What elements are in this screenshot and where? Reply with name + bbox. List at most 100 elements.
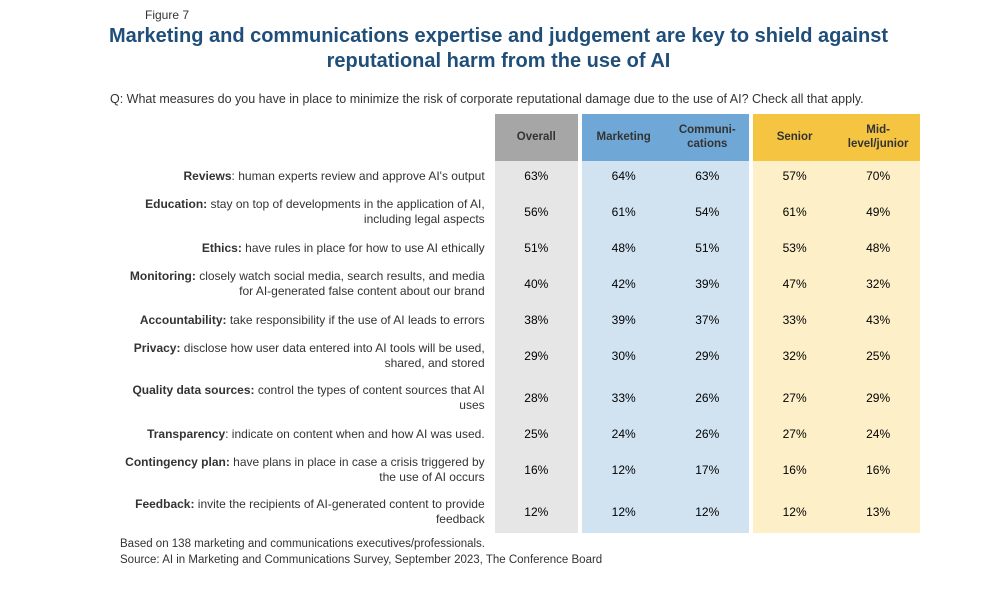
row-label-bold: Transparency [147,427,225,441]
row-label-rest: disclose how user data entered into AI t… [180,341,484,370]
cell-dept: 54% [665,191,749,233]
cell-dept: 42% [582,263,666,305]
cell-dept: 51% [665,233,749,263]
row-label-rest: closely watch social media, search resul… [196,269,485,298]
cell-seniority: 48% [836,233,920,263]
row-label-bold: Education: [145,197,207,211]
cell-dept: 39% [582,305,666,335]
cell-seniority: 27% [753,419,836,449]
cell-dept: 12% [582,449,666,491]
row-label: Accountability: take responsibility if t… [120,305,495,335]
row-label-rest: have plans in place in case a crisis tri… [230,455,485,484]
cell-dept: 48% [582,233,666,263]
row-label-rest: control the types of content sources tha… [255,383,485,412]
cell-seniority: 61% [753,191,836,233]
cell-overall: 29% [495,335,578,377]
table-row: Feedback: invite the recipients of AI-ge… [120,491,920,533]
row-label-bold: Privacy: [134,341,181,355]
cell-seniority: 29% [836,377,920,419]
table-row: Accountability: take responsibility if t… [120,305,920,335]
cell-seniority: 16% [836,449,920,491]
col-header-overall: Overall [495,114,578,161]
cell-seniority: 49% [836,191,920,233]
cell-dept: 61% [582,191,666,233]
chart-title: Marketing and communications expertise a… [89,24,909,74]
cell-overall: 63% [495,161,578,191]
cell-dept: 63% [665,161,749,191]
cell-dept: 24% [582,419,666,449]
cell-dept: 12% [665,491,749,533]
row-label: Quality data sources: control the types … [120,377,495,419]
table-row: Education: stay on top of developments i… [120,191,920,233]
cell-seniority: 53% [753,233,836,263]
row-label: Feedback: invite the recipients of AI-ge… [120,491,495,533]
row-label: Transparency: indicate on content when a… [120,419,495,449]
footnote-sample: Based on 138 marketing and communication… [120,537,957,553]
cell-seniority: 70% [836,161,920,191]
row-label-bold: Contingency plan: [125,455,230,469]
cell-dept: 33% [582,377,666,419]
row-label: Contingency plan: have plans in place in… [120,449,495,491]
row-label-rest: : indicate on content when and how AI wa… [225,427,485,441]
figure-label: Figure 7 [145,8,957,22]
col-header-mid-junior: Mid- level/junior [836,114,920,161]
row-label: Reviews: human experts review and approv… [120,161,495,191]
cell-seniority: 12% [753,491,836,533]
row-label-rest: take responsibility if the use of AI lea… [227,313,485,327]
cell-dept: 12% [582,491,666,533]
row-label: Education: stay on top of developments i… [120,191,495,233]
cell-seniority: 25% [836,335,920,377]
row-label-rest: invite the recipients of AI-generated co… [194,497,484,526]
footnotes: Based on 138 marketing and communication… [120,537,957,568]
cell-seniority: 24% [836,419,920,449]
header-row: Overall Marketing Communi- cations Senio… [120,114,920,161]
cell-dept: 29% [665,335,749,377]
header-blank [120,114,495,161]
cell-dept: 30% [582,335,666,377]
table-row: Monitoring: closely watch social media, … [120,263,920,305]
table-row: Reviews: human experts review and approv… [120,161,920,191]
cell-dept: 26% [665,377,749,419]
cell-dept: 39% [665,263,749,305]
cell-overall: 25% [495,419,578,449]
col-header-communications: Communi- cations [665,114,749,161]
row-label-bold: Quality data sources: [132,383,254,397]
cell-overall: 38% [495,305,578,335]
footnote-source: Source: AI in Marketing and Communicatio… [120,553,957,569]
col-header-senior: Senior [753,114,836,161]
row-label: Privacy: disclose how user data entered … [120,335,495,377]
table-body: Reviews: human experts review and approv… [120,161,920,533]
cell-seniority: 47% [753,263,836,305]
cell-dept: 64% [582,161,666,191]
cell-overall: 56% [495,191,578,233]
cell-overall: 51% [495,233,578,263]
cell-seniority: 32% [753,335,836,377]
question-text: Q: What measures do you have in place to… [110,92,957,106]
table-row: Quality data sources: control the types … [120,377,920,419]
cell-dept: 17% [665,449,749,491]
table-row: Ethics: have rules in place for how to u… [120,233,920,263]
row-label-bold: Ethics: [202,241,242,255]
cell-overall: 12% [495,491,578,533]
cell-overall: 40% [495,263,578,305]
data-table-wrapper: Overall Marketing Communi- cations Senio… [120,114,920,533]
row-label-rest: : human experts review and approve AI's … [232,169,485,183]
row-label-bold: Accountability: [140,313,227,327]
cell-seniority: 16% [753,449,836,491]
table-row: Privacy: disclose how user data entered … [120,335,920,377]
row-label: Monitoring: closely watch social media, … [120,263,495,305]
table-row: Transparency: indicate on content when a… [120,419,920,449]
cell-seniority: 57% [753,161,836,191]
row-label-bold: Reviews [184,169,232,183]
data-table: Overall Marketing Communi- cations Senio… [120,114,920,533]
row-label-rest: have rules in place for how to use AI et… [242,241,485,255]
cell-seniority: 33% [753,305,836,335]
table-row: Contingency plan: have plans in place in… [120,449,920,491]
row-label-rest: stay on top of developments in the appli… [207,197,485,226]
cell-overall: 16% [495,449,578,491]
cell-dept: 37% [665,305,749,335]
cell-dept: 26% [665,419,749,449]
cell-seniority: 27% [753,377,836,419]
cell-seniority: 32% [836,263,920,305]
cell-overall: 28% [495,377,578,419]
